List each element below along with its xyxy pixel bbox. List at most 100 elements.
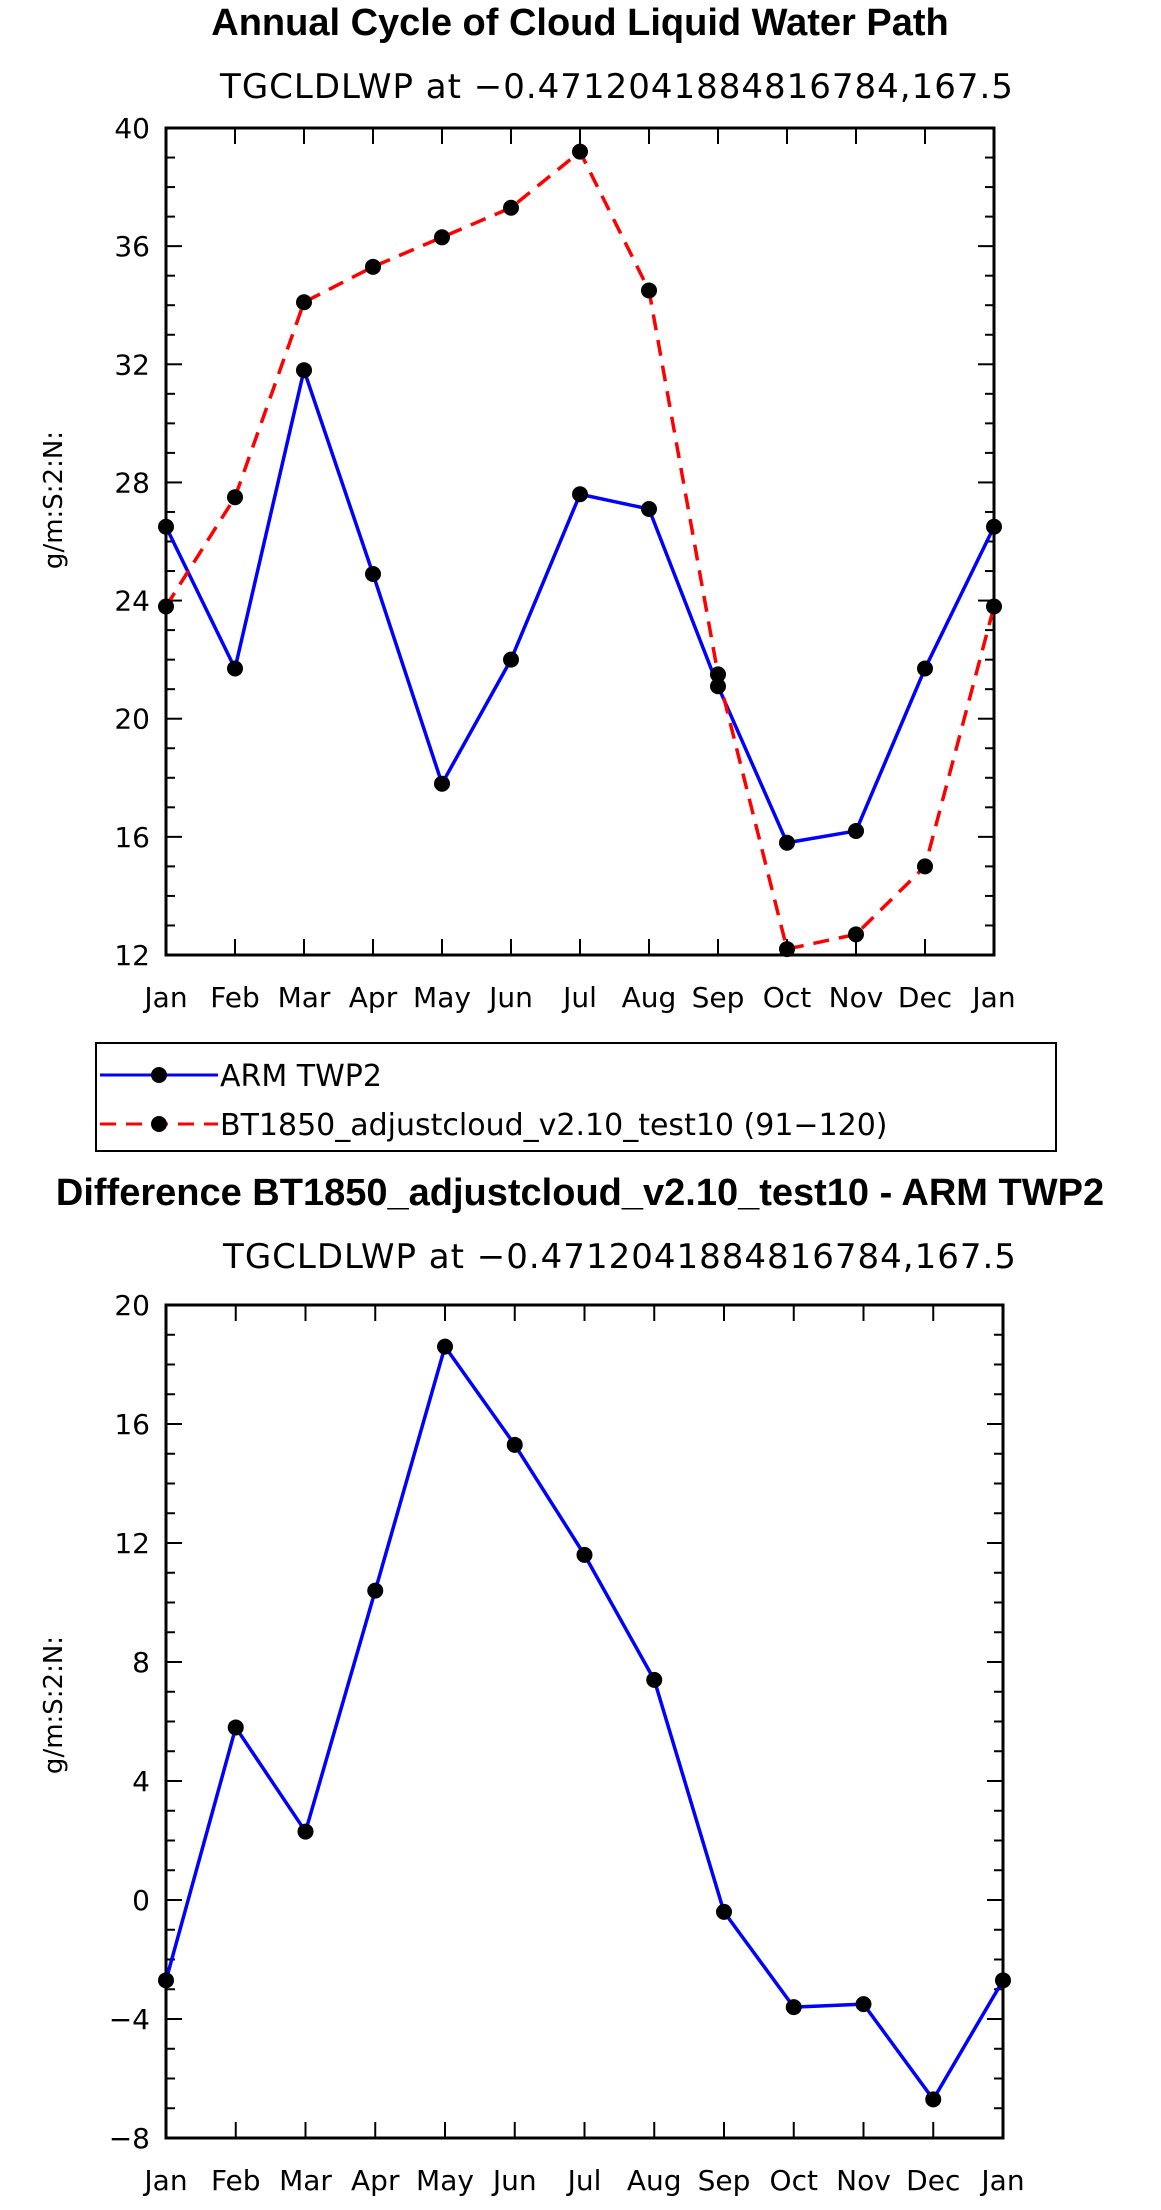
chart1-plot-area: 12 16 20 24 28 32 36 40 Jan Feb Mar Apr May Jun Jul Aug…	[114, 112, 1015, 1014]
chart2-ytick-label: 20	[114, 1289, 150, 1322]
chart1-ytick-label: 16	[114, 821, 150, 854]
chart1-point-s1-12	[986, 598, 1002, 615]
chart1-ytick-label: 32	[114, 348, 150, 381]
chart1-ytick-label: 40	[114, 112, 150, 145]
chart1-point-s1-0	[158, 598, 174, 615]
chart1-point-s1-2	[296, 294, 312, 311]
chart2-ytick-label: 16	[114, 1408, 150, 1441]
chart1-point-s0-1	[227, 660, 243, 677]
chart1-xtick-label: Jan	[970, 981, 1015, 1014]
chart1-xtick-label: Apr	[349, 981, 398, 1014]
chart1-point-s0-0	[158, 518, 174, 535]
chart1-xtick-label: May	[413, 981, 471, 1014]
chart2-ytick-label: −8	[109, 2122, 150, 2155]
chart2-xtick-label: Mar	[279, 2164, 332, 2197]
chart2-ytick-label: −4	[109, 2003, 150, 2036]
chart2-xtick-label: Feb	[211, 2164, 261, 2197]
legend-box	[95, 1042, 1057, 1152]
chart1-xtick-label: Dec	[898, 981, 952, 1014]
chart1-point-s1-1	[227, 489, 243, 506]
chart2-ytick-label: 4	[132, 1765, 150, 1798]
chart2-ytick-label: 0	[132, 1884, 150, 1917]
chart1-frame	[164, 126, 996, 957]
chart1-point-s0-11	[917, 660, 933, 677]
chart2-point-s0-11	[925, 2091, 942, 2108]
chart1-point-s0-8	[710, 678, 726, 695]
chart2-point-s0-4	[437, 1338, 453, 1355]
chart1-ytick-label: 28	[114, 466, 150, 499]
legend-label-model: BT1850_adjustcloud_v2.10_test10 (91−120)	[220, 1108, 888, 1143]
chart2-xtick-label: Aug	[627, 2164, 682, 2197]
chart1-point-s0-6	[572, 486, 588, 503]
chart1-xtick-label: Sep	[692, 981, 745, 1014]
chart1-xtick-label: Jun	[487, 981, 533, 1014]
chart1-point-s1-8	[710, 666, 726, 683]
chart1-ytick-label: 20	[114, 703, 150, 736]
chart2-series-line-0	[164, 1344, 1005, 2102]
chart2-subtitle: TGCLDLWP at −0.4712041884816784,167.5	[222, 1237, 1017, 1277]
chart1-subtitle: TGCLDLWP at −0.4712041884816784,167.5	[219, 67, 1014, 107]
chart1-xtick-label: Feb	[210, 981, 260, 1014]
chart1-ytick-label: 36	[114, 230, 150, 263]
legend: ARM TWP2 BT1850_adjustcloud_v2.10_test10…	[95, 1042, 1057, 1152]
chart1-xtick-label: Nov	[829, 981, 884, 1014]
chart1-xtick-label: Oct	[763, 981, 811, 1014]
legend-marker-model	[151, 1116, 167, 1132]
chart2-point-s0-7	[646, 1671, 663, 1688]
chart1-xtick-label: Mar	[278, 981, 331, 1014]
chart1-point-s0-2	[296, 362, 312, 379]
chart1-point-s0-3	[365, 565, 381, 582]
chart2-point-s0-10	[855, 1996, 872, 2013]
chart2-xtick-label: Apr	[351, 2164, 400, 2197]
chart1-xtick-label: Jan	[142, 981, 187, 1014]
chart1-point-s0-9	[779, 834, 795, 851]
legend-marker-arm	[151, 1067, 167, 1083]
chart1-point-s1-3	[365, 258, 381, 275]
chart1-series-line-0	[164, 368, 996, 845]
chart1-point-s1-10	[848, 926, 864, 943]
chart2-xtick-label: Jun	[491, 2164, 537, 2197]
chart2-point-s0-5	[506, 1436, 523, 1453]
chart2-xtick-label: Sep	[698, 2164, 751, 2197]
chart1-point-s0-10	[848, 822, 864, 839]
chart1-point-s0-4	[434, 775, 450, 792]
chart2-plot-area: −8 −4 0 4 8 12 16 20 Jan Feb Mar Apr May Jun Jul Aug Sep…	[109, 1289, 1025, 2197]
chart2-point-s0-9	[785, 1999, 802, 2016]
chart1-ytick-label: 24	[114, 585, 150, 618]
chart2-point-s0-3	[367, 1582, 384, 1599]
chart2-xtick-label: Dec	[906, 2164, 960, 2197]
chart2-point-s0-8	[716, 1903, 732, 1920]
chart1-series-line-1	[164, 149, 996, 951]
chart1-xtick-label: Aug	[622, 981, 677, 1014]
chart1-xtick-label: Jul	[561, 981, 597, 1014]
chart1-title: Annual Cycle of Cloud Liquid Water Path	[211, 2, 949, 44]
chart2-xtick-label: Jul	[566, 2164, 602, 2197]
legend-label-arm: ARM TWP2	[220, 1059, 382, 1094]
chart2-xtick-label: Jan	[142, 2164, 187, 2197]
chart1-point-s1-5	[503, 199, 519, 216]
chart1-point-s1-11	[917, 858, 933, 875]
chart2-xtick-label: May	[416, 2164, 474, 2197]
chart1-ylabel: g/m:S:2:N:	[39, 431, 69, 569]
chart1-point-s1-6	[572, 143, 588, 160]
chart1-point-s1-9	[779, 941, 795, 958]
chart2-xtick-label: Jan	[979, 2164, 1024, 2197]
chart2-ylabel: g/m:S:2:N:	[39, 1636, 69, 1774]
chart2-xtick-label: Nov	[836, 2164, 891, 2197]
chart2-title: Difference BT1850_adjustcloud_v2.10_test…	[56, 1172, 1104, 1214]
chart2-point-s0-6	[576, 1546, 593, 1563]
chart1-ytick-label: 12	[114, 939, 150, 972]
chart2-point-s0-12	[995, 1972, 1011, 1989]
chart2-point-s0-2	[297, 1823, 314, 1840]
chart1-point-s0-12	[986, 518, 1002, 535]
chart1-point-s1-4	[434, 229, 450, 246]
chart2-ytick-label: 12	[114, 1527, 150, 1560]
chart2-xtick-label: Oct	[770, 2164, 818, 2197]
chart2-frame	[164, 1303, 1005, 2140]
chart1-point-s0-5	[503, 651, 519, 668]
chart2-point-s0-0	[158, 1972, 174, 1989]
chart2-point-s0-1	[227, 1719, 244, 1736]
chart1-point-s1-7	[641, 282, 657, 299]
chart2-ytick-label: 8	[132, 1646, 150, 1679]
